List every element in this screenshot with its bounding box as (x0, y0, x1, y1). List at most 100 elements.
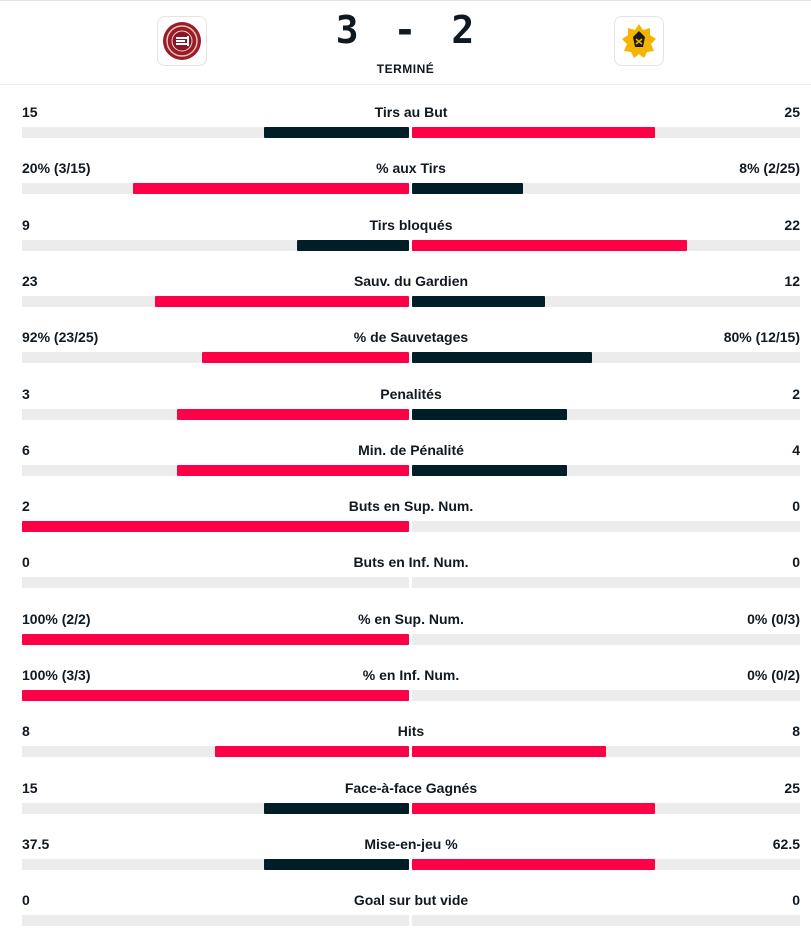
away-stat-bar (412, 803, 655, 814)
home-stat-bar (177, 409, 409, 420)
away-stat-bar (412, 746, 606, 757)
stat-label: Tirs bloqués (369, 217, 453, 233)
away-stat-value: 0% (0/2) (747, 667, 800, 683)
away-stat-value: 2 (792, 386, 800, 402)
stat-row: 2 Buts en Sup. Num. 0 (22, 497, 800, 537)
away-stat-value: 0 (792, 498, 800, 514)
home-stat-bar-track (22, 521, 409, 532)
home-stat-bar (264, 127, 409, 138)
stat-row: 92% (23/25) % de Sauvetages 80% (12/15) (22, 328, 800, 368)
stat-label: % en Inf. Num. (362, 667, 460, 683)
away-stat-bar-track (412, 859, 800, 870)
home-stat-bar-track (22, 240, 409, 251)
home-stat-bar-track (22, 183, 409, 194)
stat-label: Buts en Inf. Num. (353, 554, 469, 570)
away-stat-bar-track (412, 521, 800, 532)
home-stat-bar (177, 465, 409, 476)
away-stat-bar-track (412, 127, 800, 138)
away-stat-bar (412, 183, 523, 194)
home-stat-bar-track (22, 859, 409, 870)
away-stat-bar-track (412, 296, 800, 307)
away-stat-value: 22 (784, 217, 800, 233)
away-stat-bar (412, 296, 545, 307)
top-divider (0, 0, 811, 1)
away-stat-value: 4 (792, 442, 800, 458)
home-stat-bar (202, 352, 409, 363)
away-stat-value: 8% (2/25) (739, 160, 800, 176)
stat-row: 0 Goal sur but vide 0 (22, 891, 800, 931)
home-stat-bar-track (22, 465, 409, 476)
home-stat-value: 0 (22, 554, 30, 570)
home-stat-value: 3 (22, 386, 30, 402)
stat-label: % de Sauvetages (353, 329, 469, 345)
stat-row: 6 Min. de Pénalité 4 (22, 441, 800, 481)
away-stat-bar-track (412, 183, 800, 194)
away-stat-value: 80% (12/15) (723, 329, 800, 345)
geneve-servette-crest-icon (163, 22, 201, 60)
stat-row: 15 Tirs au But 25 (22, 103, 800, 143)
away-stat-bar (412, 127, 655, 138)
scoreboard: 3 - 2 (0, 8, 811, 52)
away-stat-bar-track (412, 803, 800, 814)
home-stat-value: 37.5 (22, 836, 50, 852)
stat-label: Min. de Pénalité (358, 442, 464, 458)
away-stat-bar (412, 409, 567, 420)
away-stat-bar-track (412, 465, 800, 476)
home-stat-value: 6 (22, 442, 30, 458)
away-stat-bar (412, 240, 687, 251)
away-team-logo[interactable] (614, 16, 664, 66)
home-stat-bar (155, 296, 409, 307)
home-team-logo[interactable] (157, 16, 207, 66)
stat-label: % aux Tirs (376, 160, 446, 176)
away-stat-value: 8 (792, 723, 800, 739)
away-stat-bar-track (412, 409, 800, 420)
stat-row: 100% (2/2) % en Sup. Num. 0% (0/3) (22, 610, 800, 650)
home-stat-bar (133, 183, 409, 194)
home-stat-bar (215, 746, 409, 757)
home-stat-bar-track (22, 634, 409, 645)
stat-row: 15 Face-à-face Gagnés 25 (22, 779, 800, 819)
home-stat-value: 2 (22, 498, 30, 514)
home-stat-value: 0 (22, 892, 30, 908)
away-stat-value: 0 (792, 892, 800, 908)
home-stat-bar (22, 634, 409, 645)
stat-label: Goal sur but vide (353, 892, 469, 908)
away-stat-value: 25 (784, 104, 800, 120)
match-status: TERMINÉ (376, 62, 435, 76)
away-stat-bar-track (412, 240, 800, 251)
stat-label: % en Sup. Num. (358, 611, 464, 627)
stat-label: Hits (397, 723, 425, 739)
home-stat-bar (297, 240, 409, 251)
away-stat-value: 0% (0/3) (747, 611, 800, 627)
home-stat-bar (264, 859, 409, 870)
stat-row: 20% (3/15) % aux Tirs 8% (2/25) (22, 159, 800, 199)
stat-label: Tirs au But (374, 104, 448, 120)
away-stat-bar (412, 352, 592, 363)
away-stat-value: 0 (792, 554, 800, 570)
stat-row: 3 Penalités 2 (22, 385, 800, 425)
home-stat-bar (22, 690, 409, 701)
home-stat-value: 8 (22, 723, 30, 739)
away-stat-bar (412, 859, 655, 870)
home-stat-bar (264, 803, 409, 814)
away-stat-bar-track (412, 352, 800, 363)
stat-row: 23 Sauv. du Gardien 12 (22, 272, 800, 312)
skelleftea-crest-icon (622, 24, 656, 58)
stat-row: 0 Buts en Inf. Num. 0 (22, 553, 800, 593)
away-stat-bar-track (412, 915, 800, 926)
home-stat-value: 23 (22, 273, 38, 289)
away-stat-value: 62.5 (772, 836, 800, 852)
home-stat-value: 9 (22, 217, 30, 233)
home-score: 3 (335, 8, 360, 52)
away-stat-bar (412, 465, 567, 476)
home-stat-value: 100% (3/3) (22, 667, 91, 683)
stat-row: 37.5 Mise-en-jeu % 62.5 (22, 835, 800, 875)
home-stat-value: 20% (3/15) (22, 160, 91, 176)
stat-row: 100% (3/3) % en Inf. Num. 0% (0/2) (22, 666, 800, 706)
stat-row: 8 Hits 8 (22, 722, 800, 762)
stat-label: Mise-en-jeu % (364, 836, 458, 852)
home-stat-value: 92% (23/25) (22, 329, 99, 345)
home-stat-value: 15 (22, 780, 38, 796)
stat-row: 9 Tirs bloqués 22 (22, 216, 800, 256)
home-stat-bar-track (22, 296, 409, 307)
